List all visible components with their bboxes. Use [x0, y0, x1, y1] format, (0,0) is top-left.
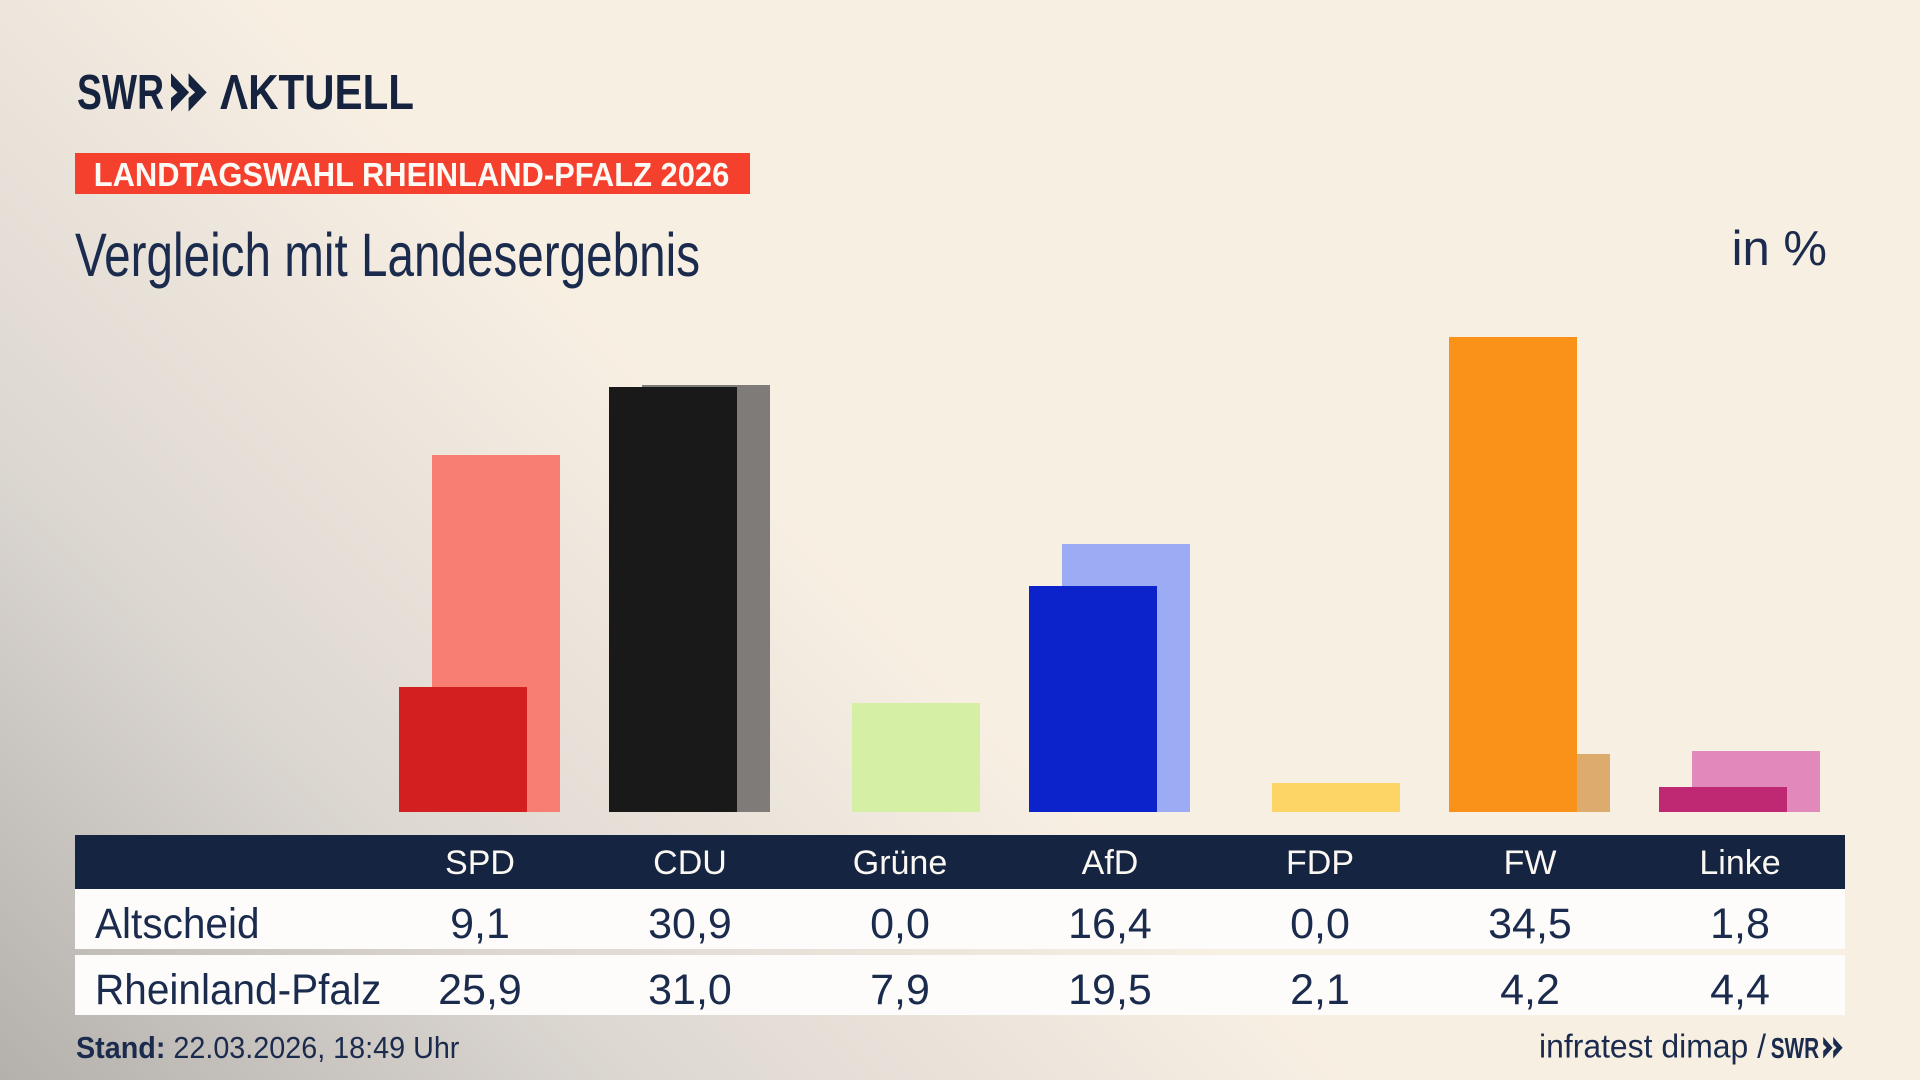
- svg-text:infratest dimap /: infratest dimap /: [1539, 1027, 1767, 1064]
- svg-text:ΛKTUELL: ΛKTUELL: [220, 73, 414, 115]
- svg-text:SWR: SWR: [1771, 1033, 1820, 1065]
- svg-text:SWR: SWR: [77, 73, 164, 115]
